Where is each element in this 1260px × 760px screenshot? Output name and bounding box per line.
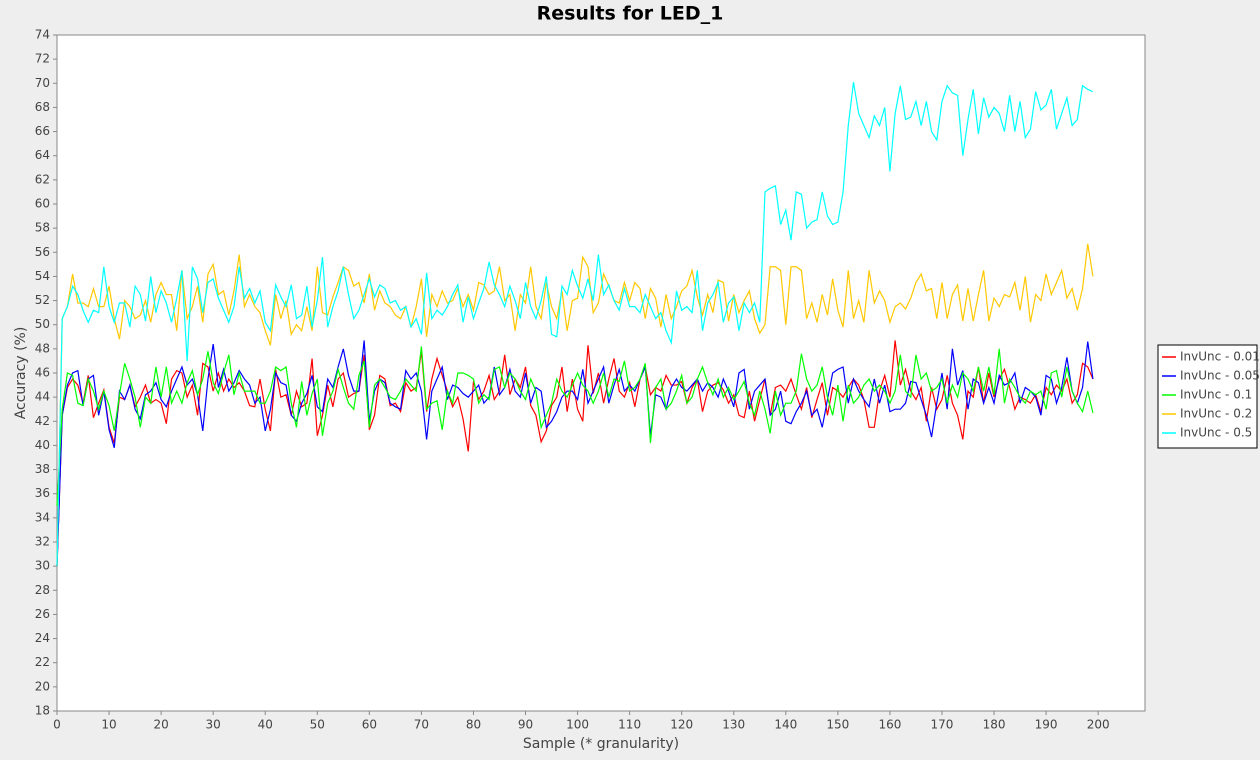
- y-tick-label: 34: [35, 510, 50, 524]
- y-tick-label: 64: [35, 148, 50, 162]
- x-tick-label: 180: [983, 718, 1006, 732]
- x-tick-label: 40: [258, 718, 273, 732]
- y-tick-label: 42: [35, 414, 50, 428]
- legend-label: InvUnc - 0.05: [1180, 369, 1260, 383]
- series-line: [56, 340, 1094, 567]
- y-tick-label: 58: [35, 221, 50, 235]
- y-tick-label: 22: [35, 655, 50, 669]
- x-tick-label: 50: [310, 718, 325, 732]
- y-tick-label: 40: [35, 438, 50, 452]
- y-tick-label: 52: [35, 293, 50, 307]
- y-tick-label: 56: [35, 245, 50, 259]
- x-tick-label: 160: [878, 718, 901, 732]
- legend-label: InvUnc - 0.5: [1180, 426, 1252, 440]
- x-tick-label: 140: [774, 718, 797, 732]
- x-tick-label: 60: [362, 718, 377, 732]
- series-line: [56, 346, 1094, 506]
- series-line: [56, 243, 1094, 567]
- y-tick-label: 32: [35, 535, 50, 549]
- y-tick-label: 74: [35, 28, 50, 42]
- x-tick-label: 170: [931, 718, 954, 732]
- x-axis-label: Sample (* granularity): [523, 736, 679, 752]
- y-tick-label: 26: [35, 607, 50, 621]
- series-line: [56, 81, 1094, 567]
- legend-label: InvUnc - 0.1: [1180, 388, 1252, 402]
- legend-box: [1157, 344, 1258, 449]
- legend-label: InvUnc - 0.01: [1180, 350, 1260, 364]
- x-tick-label: 100: [566, 718, 589, 732]
- y-tick-label: 50: [35, 317, 50, 331]
- x-tick-label: 80: [466, 718, 481, 732]
- y-tick-label: 60: [35, 197, 50, 211]
- y-tick-label: 48: [35, 341, 50, 355]
- x-tick-label: 20: [153, 718, 168, 732]
- series-line: [56, 340, 1094, 567]
- x-tick-label: 130: [722, 718, 745, 732]
- y-tick-label: 62: [35, 172, 50, 186]
- x-tick-label: 70: [414, 718, 429, 732]
- legend-label: InvUnc - 0.2: [1180, 407, 1252, 421]
- y-tick-label: 68: [35, 100, 50, 114]
- y-tick-label: 54: [35, 269, 50, 283]
- x-tick-label: 0: [53, 718, 61, 732]
- y-tick-label: 18: [35, 704, 50, 718]
- x-tick-label: 200: [1087, 718, 1110, 732]
- y-axis-label: Accuracy (%): [13, 327, 29, 420]
- x-tick-label: 90: [518, 718, 533, 732]
- y-tick-label: 38: [35, 462, 50, 476]
- y-tick-label: 44: [35, 390, 50, 404]
- y-tick-label: 30: [35, 559, 50, 573]
- y-tick-label: 36: [35, 486, 50, 500]
- x-tick-label: 120: [670, 718, 693, 732]
- y-tick-label: 70: [35, 76, 50, 90]
- y-tick-label: 24: [35, 631, 50, 645]
- x-tick-label: 110: [618, 718, 641, 732]
- y-tick-label: 46: [35, 366, 50, 380]
- chart-title: Results for LED_1: [537, 3, 724, 25]
- x-tick-label: 30: [206, 718, 221, 732]
- x-tick-label: 150: [826, 718, 849, 732]
- x-tick-label: 190: [1035, 718, 1058, 732]
- y-tick-label: 66: [35, 124, 50, 138]
- y-tick-label: 28: [35, 583, 50, 597]
- y-tick-label: 72: [35, 52, 50, 66]
- y-tick-label: 20: [35, 679, 50, 693]
- x-tick-label: 10: [101, 718, 116, 732]
